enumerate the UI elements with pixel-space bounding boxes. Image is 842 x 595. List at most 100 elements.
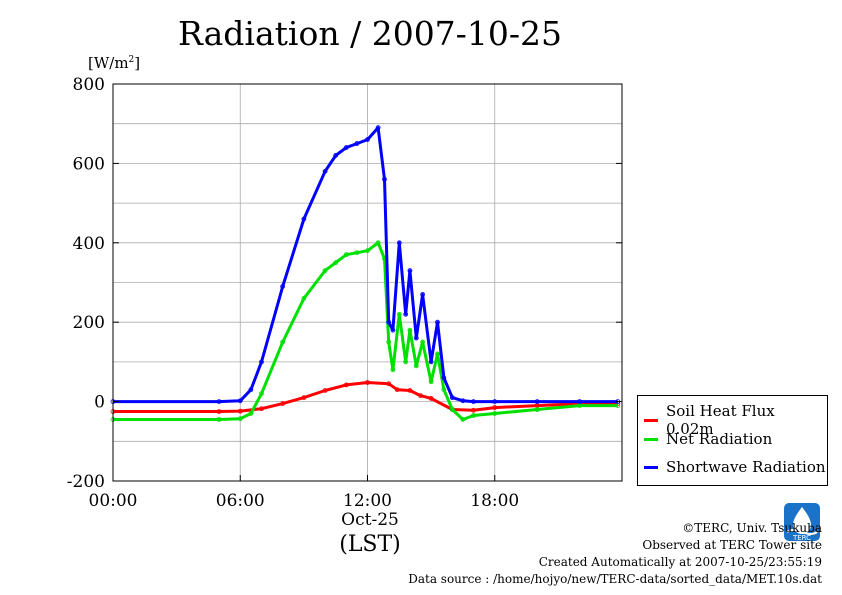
data-point [322, 388, 328, 393]
data-point [435, 319, 440, 325]
credit-copyright: ©TERC, Univ. Tsukuba [682, 521, 822, 535]
y-tick-label: 0 [94, 393, 105, 413]
data-point [343, 252, 349, 258]
terc-logo-icon: TERC [784, 503, 820, 542]
data-point [343, 145, 349, 150]
legend-item-net-radiation: Net Radiation [644, 430, 772, 448]
data-point [492, 405, 498, 410]
legend-item-shortwave-radiation: Shortwave Radiation [644, 458, 826, 476]
data-point [449, 407, 455, 412]
legend: Soil Heat Flux 0.02m Net Radiation Short… [637, 395, 828, 486]
legend-swatch [644, 418, 658, 422]
data-point [354, 141, 360, 146]
credits-block: ©TERC, Univ. Tsukuba Observed at TERC To… [408, 520, 822, 588]
data-point [577, 399, 582, 405]
data-point [418, 393, 423, 399]
y-tick-label: 600 [73, 154, 105, 174]
axis-ticks: -200 0 200 400 600 800 00:00 06:00 12:00 18:00 [67, 75, 622, 511]
series-layer [110, 125, 621, 422]
data-point [333, 260, 339, 266]
chart-title: Radiation / 2007-10-25 [178, 14, 562, 53]
data-point [396, 240, 402, 246]
legend-item-soil-heat-flux: Soil Heat Flux 0.02m [644, 402, 827, 438]
legend-label: Shortwave Radiation [666, 458, 826, 476]
series-net-radiation [113, 241, 618, 421]
data-point [413, 335, 419, 341]
data-point [354, 250, 360, 256]
data-point [441, 375, 447, 381]
data-point [365, 137, 370, 142]
credit-created: Created Automatically at 2007-10-25/23:5… [538, 555, 822, 569]
data-point [420, 339, 426, 345]
data-point [259, 406, 264, 412]
data-point [407, 388, 413, 393]
data-point [301, 395, 307, 401]
data-point [441, 387, 447, 393]
data-point [322, 268, 328, 273]
series-shortwave-radiation [113, 126, 618, 404]
data-point [396, 311, 402, 317]
data-point [390, 367, 396, 373]
data-point [413, 363, 419, 369]
data-point [534, 407, 540, 412]
series-soil-heat-flux [113, 381, 618, 413]
data-point [471, 413, 476, 418]
data-point [394, 387, 400, 393]
data-point [386, 381, 392, 387]
data-point [375, 240, 381, 246]
data-point [460, 398, 466, 404]
data-point [386, 339, 392, 345]
data-point [428, 396, 434, 401]
x-tick-label: 18:00 [470, 491, 519, 511]
y-tick-label: 200 [73, 313, 105, 333]
data-point [216, 399, 222, 405]
data-point [365, 380, 370, 385]
data-point [322, 168, 328, 174]
data-point [280, 401, 286, 406]
grid-lines [113, 84, 622, 481]
data-point [449, 395, 455, 401]
data-point [237, 408, 243, 414]
data-point [280, 284, 286, 289]
legend-label: Soil Heat Flux 0.02m [666, 402, 775, 438]
x-axis-label: (LST) [339, 532, 401, 557]
data-point [333, 153, 339, 158]
data-point [386, 319, 392, 325]
data-point [216, 417, 222, 422]
date-label: Oct-25 [341, 510, 399, 530]
data-point [471, 407, 476, 413]
data-point [492, 411, 498, 416]
x-tick-label: 00:00 [89, 491, 138, 511]
y-tick-label: 400 [73, 234, 105, 254]
y-tick-label: 800 [73, 75, 105, 95]
y-axis-unit-label: [W/m2] [88, 54, 141, 72]
data-point [534, 399, 540, 405]
data-point [365, 248, 370, 254]
credit-observed: Observed at TERC Tower site [642, 538, 822, 552]
data-point [280, 339, 286, 345]
data-point [492, 399, 498, 405]
y-tick-label: -200 [67, 472, 105, 492]
data-point [420, 292, 426, 297]
data-point [216, 409, 222, 414]
x-tick-label: 06:00 [216, 491, 265, 511]
data-point [407, 268, 413, 273]
legend-swatch [644, 465, 658, 469]
data-point [301, 295, 307, 301]
data-point [259, 359, 264, 365]
data-point [390, 327, 396, 333]
data-point [237, 416, 243, 422]
data-point [237, 398, 243, 404]
credit-source: Data source : /home/hojyo/new/TERC-data/… [408, 572, 822, 586]
legend-label: Net Radiation [666, 430, 773, 448]
data-point [428, 379, 434, 385]
data-point [375, 125, 381, 131]
legend-swatch [644, 437, 658, 441]
data-point [471, 399, 476, 405]
x-tick-label: 12:00 [343, 491, 392, 511]
data-point [248, 411, 254, 416]
data-point [382, 176, 387, 182]
data-point [435, 351, 440, 357]
data-point [301, 216, 307, 222]
